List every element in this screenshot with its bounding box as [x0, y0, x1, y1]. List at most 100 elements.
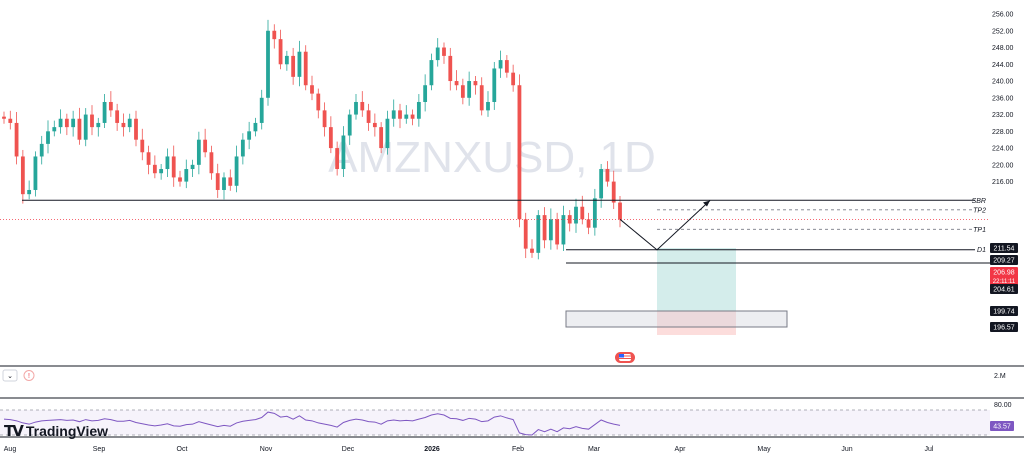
candle[interactable]: [178, 177, 182, 182]
candle[interactable]: [322, 110, 327, 128]
candle[interactable]: [52, 127, 57, 132]
candle[interactable]: [379, 127, 384, 149]
candle[interactable]: [366, 110, 371, 123]
candle[interactable]: [335, 148, 340, 170]
candle[interactable]: [605, 169, 610, 182]
candle[interactable]: [404, 114, 409, 119]
candle[interactable]: [39, 143, 44, 157]
candle[interactable]: [423, 85, 428, 102]
candle[interactable]: [448, 55, 453, 82]
demand-box[interactable]: [565, 310, 788, 328]
alert-dot-icon[interactable]: [23, 370, 35, 381]
candle[interactable]: [134, 118, 138, 140]
candle[interactable]: [240, 139, 245, 157]
candle[interactable]: [530, 248, 534, 253]
candle[interactable]: [71, 118, 76, 128]
candle[interactable]: [171, 156, 176, 178]
candle[interactable]: [567, 215, 572, 224]
candle[interactable]: [234, 156, 239, 186]
candle[interactable]: [574, 206, 578, 224]
tradingview-logo[interactable]: TV TradingView: [4, 422, 108, 440]
candle[interactable]: [20, 156, 25, 195]
candle[interactable]: [310, 85, 314, 94]
rsi-line[interactable]: [3, 411, 621, 436]
candle[interactable]: [555, 219, 560, 245]
candle[interactable]: [429, 60, 434, 86]
candle[interactable]: [159, 169, 164, 174]
candle[interactable]: [416, 101, 421, 119]
candle[interactable]: [586, 219, 591, 228]
candle[interactable]: [504, 60, 509, 73]
candle[interactable]: [303, 51, 308, 86]
candle[interactable]: [272, 30, 277, 40]
candle[interactable]: [372, 122, 377, 128]
candle[interactable]: [64, 118, 69, 128]
candle[interactable]: [46, 131, 50, 144]
candle[interactable]: [2, 116, 6, 119]
candle[interactable]: [27, 189, 32, 195]
candle[interactable]: [203, 139, 208, 153]
candle[interactable]: [77, 118, 82, 140]
candle[interactable]: [146, 152, 151, 165]
candle[interactable]: [498, 60, 503, 69]
time-axis[interactable]: Aug Sep Oct Nov Dec 2026 Feb Mar Apr May Jun Jul: [4, 446, 934, 453]
us-flag-marker-icon[interactable]: [615, 352, 635, 363]
candle[interactable]: [108, 101, 113, 111]
candle[interactable]: [297, 51, 302, 77]
candle[interactable]: [347, 114, 352, 136]
candle[interactable]: [165, 156, 170, 170]
candle[interactable]: [611, 181, 616, 203]
candle[interactable]: [222, 177, 226, 190]
candle[interactable]: [278, 39, 283, 65]
candle[interactable]: [542, 215, 547, 241]
candle[interactable]: [479, 85, 484, 111]
candle[interactable]: [127, 118, 132, 128]
candle[interactable]: [90, 114, 94, 128]
candle[interactable]: [14, 122, 19, 157]
candle[interactable]: [592, 198, 597, 228]
target-zone[interactable]: [657, 248, 736, 311]
candle[interactable]: [492, 68, 497, 102]
candle[interactable]: [460, 85, 465, 98]
candle[interactable]: [580, 206, 585, 220]
candle[interactable]: [536, 215, 541, 253]
candle[interactable]: [284, 55, 289, 65]
candle[interactable]: [561, 215, 566, 245]
candle[interactable]: [486, 101, 490, 111]
candle[interactable]: [511, 72, 516, 86]
projection-path[interactable]: [619, 200, 711, 251]
candle[interactable]: [215, 173, 220, 190]
candle[interactable]: [115, 110, 120, 123]
candle[interactable]: [391, 110, 396, 119]
candle[interactable]: [385, 118, 390, 149]
candle[interactable]: [341, 135, 346, 170]
price-axis[interactable]: 256.00 252.00 248.00 244.00 240.00 236.00 232.…: [992, 12, 1014, 287]
candle[interactable]: [618, 202, 622, 220]
candle[interactable]: [140, 139, 145, 153]
candle[interactable]: [8, 118, 13, 123]
candle[interactable]: [442, 47, 446, 56]
candle[interactable]: [190, 164, 195, 170]
candle[interactable]: [398, 110, 402, 119]
candle[interactable]: [209, 152, 214, 174]
candle[interactable]: [58, 118, 63, 128]
candle[interactable]: [228, 177, 233, 186]
candle[interactable]: [517, 85, 522, 220]
candle[interactable]: [291, 55, 296, 77]
candle[interactable]: [316, 93, 321, 111]
candle[interactable]: [548, 219, 553, 241]
projection-line[interactable]: [619, 200, 711, 251]
candle[interactable]: [266, 30, 270, 98]
candle[interactable]: [33, 156, 38, 190]
stop-zone[interactable]: [657, 311, 736, 335]
candle[interactable]: [454, 81, 459, 86]
candle[interactable]: [247, 131, 252, 140]
candle[interactable]: [328, 127, 333, 149]
candle[interactable]: [599, 169, 604, 199]
candle[interactable]: [152, 164, 157, 174]
candle[interactable]: [360, 101, 365, 111]
candle[interactable]: [184, 169, 189, 182]
collapse-button[interactable]: [2, 369, 18, 382]
candle[interactable]: [473, 81, 478, 86]
